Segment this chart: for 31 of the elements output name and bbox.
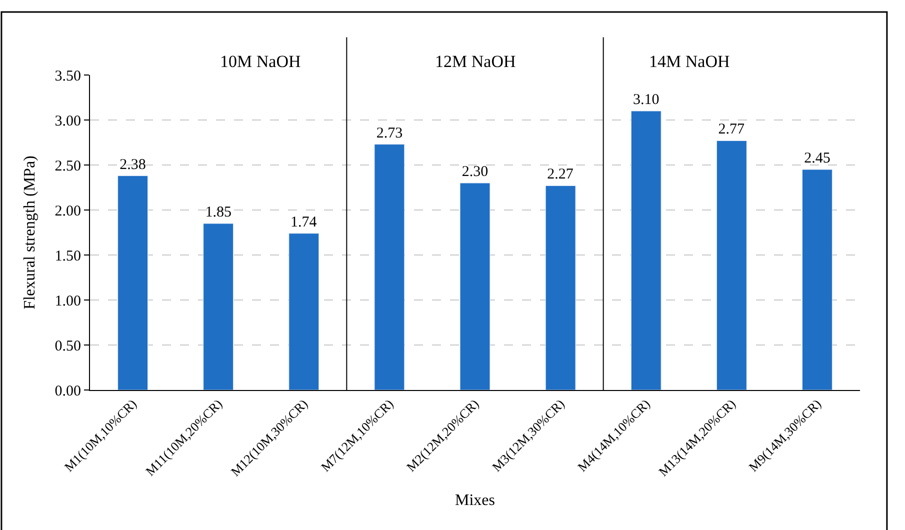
data-label: 2.73: [376, 125, 403, 142]
data-label: 3.10: [632, 92, 660, 108]
y-tick-label: 0.00: [54, 383, 81, 400]
data-label: 1.74: [290, 214, 318, 230]
y-tick-label: 1.50: [54, 248, 81, 264]
y-tick-label: 1.00: [54, 293, 81, 310]
bar: [545, 185, 576, 390]
y-tick-label: 0.50: [54, 338, 81, 354]
y-tick-label: 3.00: [54, 113, 81, 130]
data-label: 2.45: [804, 150, 830, 166]
bar: [288, 233, 320, 390]
bar: [374, 144, 405, 390]
bar: [630, 110, 662, 390]
text: 12M NaOH: [435, 52, 516, 71]
data-label: 2.30: [462, 164, 488, 180]
text: 10M NaOH: [220, 52, 301, 71]
y-tick-label: 2.50: [54, 158, 81, 174]
data-label: 2.27: [547, 166, 574, 183]
bar: [716, 140, 747, 390]
y-tick-label: 3.50: [54, 68, 81, 84]
data-label: 1.85: [205, 204, 232, 220]
data-label: 2.77: [718, 122, 746, 138]
y-axis-title: Flexural strength (MPa): [22, 156, 39, 310]
bar: [802, 169, 832, 390]
bar: [203, 223, 234, 390]
bar: [460, 182, 490, 390]
text: 14M NaOH: [649, 52, 730, 71]
bar: [118, 176, 148, 390]
x-axis-title: Mixes: [455, 492, 495, 509]
data-label: 2.38: [120, 156, 146, 173]
y-tick-label: 2.00: [54, 203, 81, 220]
